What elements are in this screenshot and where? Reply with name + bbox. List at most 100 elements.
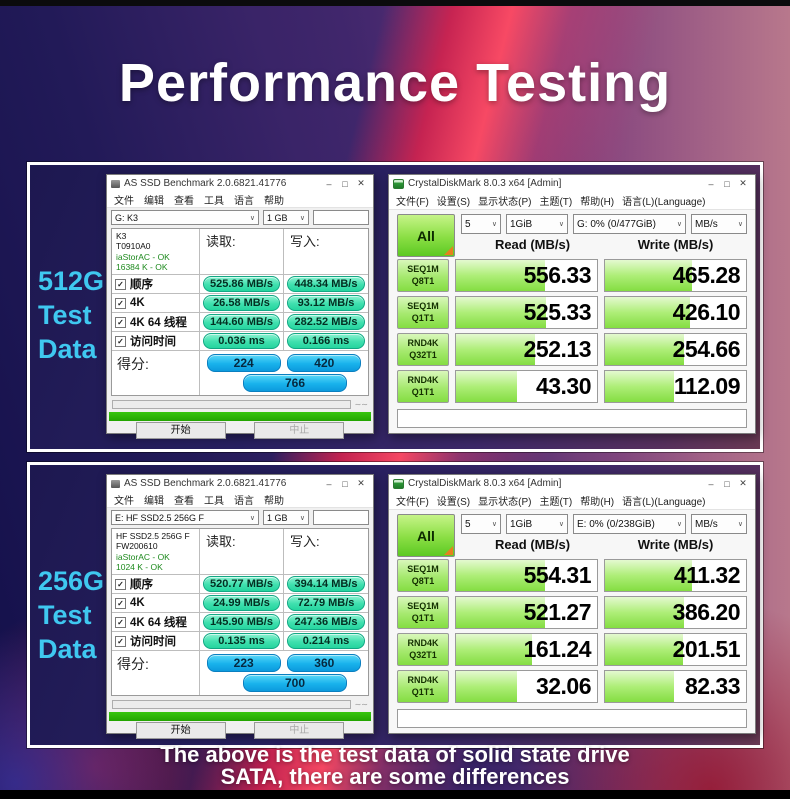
menu-item-tools[interactable]: 工具 xyxy=(204,196,224,207)
write-value-cell: 0.214 ms xyxy=(284,632,368,651)
test-checkbox[interactable]: ✓ xyxy=(115,335,126,347)
menu-item-edit[interactable]: 编辑 xyxy=(144,496,164,507)
test-type-line: Q32T1 xyxy=(409,349,437,360)
test-checkbox[interactable]: ✓ xyxy=(115,316,126,328)
menu-item-edit[interactable]: 编辑 xyxy=(144,196,164,207)
test-type-line: SEQ1M xyxy=(407,264,439,275)
target-drive-select[interactable]: G: 0% (0/477GiB) ∨ xyxy=(573,214,686,234)
crystaldiskmark-window: CrystalDiskMark 8.0.3 x64 [Admin] – □ ✕ … xyxy=(388,174,756,434)
menu-item-settings[interactable]: 设置(S) xyxy=(436,197,471,208)
read-value-cell: 520.77 MB/s xyxy=(200,575,284,594)
minimize-button[interactable]: – xyxy=(326,178,332,189)
drive-select[interactable]: E: HF SSD2.5 256G F ∨ xyxy=(111,510,259,525)
test-type-button[interactable]: SEQ1M Q1T1 xyxy=(397,596,449,629)
drive-select-value: E: HF SSD2.5 256G F xyxy=(115,512,205,523)
menu-item-language[interactable]: 语言(L)(Language) xyxy=(622,197,706,208)
write-value-cell: 0.166 ms xyxy=(284,332,368,351)
minimize-button[interactable]: – xyxy=(708,478,714,489)
menu-item-view[interactable]: 查看 xyxy=(174,196,194,207)
write-value-cell: 93.12 MB/s xyxy=(284,294,368,313)
value-fill-bar xyxy=(456,671,517,702)
minimize-button[interactable]: – xyxy=(708,178,714,189)
test-count-select[interactable]: 5 ∨ xyxy=(461,514,501,534)
test-type-button[interactable]: SEQ1M Q8T1 xyxy=(397,259,449,292)
close-button[interactable]: ✕ xyxy=(739,478,747,488)
menu-item-help[interactable]: 帮助(H) xyxy=(580,497,615,508)
read-value-cell: 554.31 xyxy=(455,559,598,592)
test-size-select[interactable]: 1GiB ∨ xyxy=(506,214,568,234)
test-checkbox[interactable]: ✓ xyxy=(115,297,126,309)
menu-item-profile[interactable]: 显示状态(P) xyxy=(478,197,532,208)
maximize-button[interactable]: □ xyxy=(342,478,348,489)
menu-item-settings[interactable]: 设置(S) xyxy=(436,497,471,508)
test-checkbox[interactable]: ✓ xyxy=(115,278,126,290)
close-button[interactable]: ✕ xyxy=(739,178,747,188)
window-title: CrystalDiskMark 8.0.3 x64 [Admin] xyxy=(408,178,562,189)
menu-item-file[interactable]: 文件(F) xyxy=(396,197,429,208)
test-type-button[interactable]: RND4K Q1T1 xyxy=(397,370,449,403)
start-button[interactable]: 开始 xyxy=(135,722,226,739)
value-fill-bar xyxy=(456,334,535,365)
progress-marks: ∼∼ xyxy=(354,399,368,409)
value-fill-bar xyxy=(605,597,684,628)
menu-item-file[interactable]: 文件(F) xyxy=(396,497,429,508)
test-label: 顺序 xyxy=(130,579,153,591)
test-checkbox[interactable]: ✓ xyxy=(115,597,126,609)
value-fill-bar xyxy=(605,634,683,665)
maximize-button[interactable]: □ xyxy=(724,478,730,489)
all-test-button[interactable]: All xyxy=(397,214,455,257)
menu-item-help[interactable]: 帮助 xyxy=(264,496,284,507)
all-test-button[interactable]: All xyxy=(397,514,455,557)
menu-item-help[interactable]: 帮助 xyxy=(264,196,284,207)
menu-bar: 文件 编辑 查看 工具 语言 帮助 xyxy=(107,492,373,508)
unit-select[interactable]: MB/s ∨ xyxy=(691,214,747,234)
test-count-select[interactable]: 5 ∨ xyxy=(461,214,501,234)
test-checkbox[interactable]: ✓ xyxy=(115,616,126,628)
close-button[interactable]: ✕ xyxy=(357,478,365,488)
footer-caption: The above is the test data of solid stat… xyxy=(0,743,790,789)
size-select[interactable]: 1 GB ∨ xyxy=(263,210,309,225)
menu-item-profile[interactable]: 显示状态(P) xyxy=(478,497,532,508)
maximize-button[interactable]: □ xyxy=(724,178,730,189)
test-type-button[interactable]: SEQ1M Q8T1 xyxy=(397,559,449,592)
test-type-button[interactable]: SEQ1M Q1T1 xyxy=(397,296,449,329)
menu-item-theme[interactable]: 主题(T) xyxy=(539,197,573,208)
write-value-pill: 72.79 MB/s xyxy=(287,595,365,611)
menu-item-tools[interactable]: 工具 xyxy=(204,496,224,507)
size-select[interactable]: 1 GB ∨ xyxy=(263,510,309,525)
menu-item-language[interactable]: 语言 xyxy=(234,496,254,507)
menu-item-language[interactable]: 语言(L)(Language) xyxy=(622,497,706,508)
start-button[interactable]: 开始 xyxy=(135,422,226,439)
menu-item-help[interactable]: 帮助(H) xyxy=(580,197,615,208)
test-type-button[interactable]: RND4K Q32T1 xyxy=(397,633,449,666)
test-checkbox[interactable]: ✓ xyxy=(115,578,126,590)
menu-item-file[interactable]: 文件 xyxy=(114,496,134,507)
menu-item-theme[interactable]: 主题(T) xyxy=(539,497,573,508)
maximize-button[interactable]: □ xyxy=(342,178,348,189)
read-value-cell: 525.33 xyxy=(455,296,598,329)
status-bar xyxy=(397,409,747,428)
target-drive-select[interactable]: E: 0% (0/238GiB) ∨ xyxy=(573,514,686,534)
unit-select[interactable]: MB/s ∨ xyxy=(691,514,747,534)
menu-item-file[interactable]: 文件 xyxy=(114,196,134,207)
drive-info-line: iaStorAC - OK xyxy=(116,551,170,562)
drive-select[interactable]: G: K3 ∨ xyxy=(111,210,259,225)
test-checkbox[interactable]: ✓ xyxy=(115,635,126,647)
progress-field xyxy=(313,210,369,225)
read-column-header: Read (MB/s) xyxy=(494,537,571,552)
title-bar: AS SSD Benchmark 2.0.6821.41776 – □ ✕ xyxy=(107,175,373,192)
chevron-down-icon: ∨ xyxy=(491,521,497,528)
menu-item-view[interactable]: 查看 xyxy=(174,496,194,507)
test-type-line: Q1T1 xyxy=(411,612,435,623)
menu-item-language[interactable]: 语言 xyxy=(234,196,254,207)
as-ssd-icon xyxy=(111,179,120,188)
close-button[interactable]: ✕ xyxy=(357,178,365,188)
minimize-button[interactable]: – xyxy=(326,478,332,489)
toolbar: G: K3 ∨ 1 GB ∨ xyxy=(107,208,373,227)
test-type-button[interactable]: RND4K Q1T1 xyxy=(397,670,449,703)
test-type-line: RND4K xyxy=(407,675,439,686)
test-size-select[interactable]: 1GiB ∨ xyxy=(506,514,568,534)
read-value-pill: 144.60 MB/s xyxy=(203,314,280,330)
write-value-cell: 247.36 MB/s xyxy=(284,613,368,632)
test-type-button[interactable]: RND4K Q32T1 xyxy=(397,333,449,366)
